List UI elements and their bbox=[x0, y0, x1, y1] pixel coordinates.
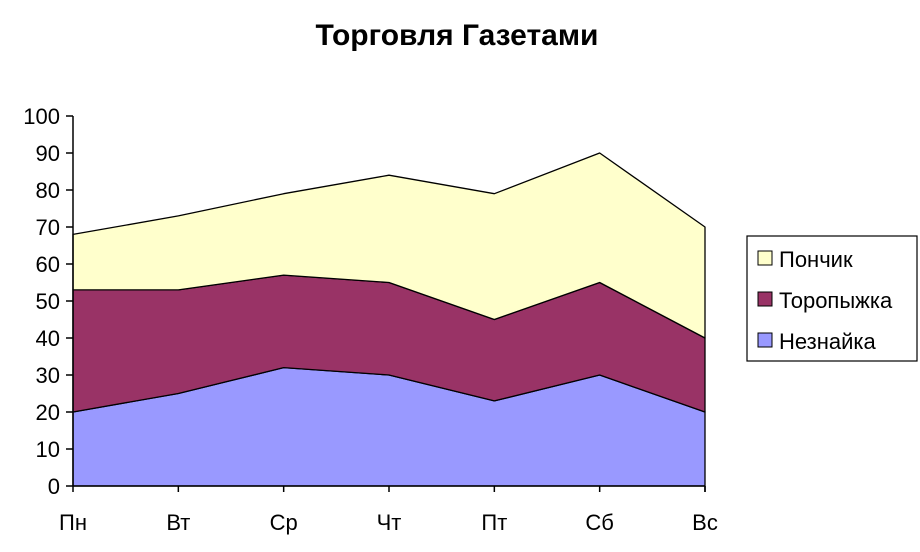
y-tick-label-90: 90 bbox=[36, 141, 60, 166]
y-tick-label-0: 0 bbox=[48, 474, 60, 499]
area-series-3 bbox=[72, 152, 706, 339]
y-tick-label-20: 20 bbox=[36, 400, 60, 425]
y-tick-label-100: 100 bbox=[23, 104, 60, 129]
legend-swatch-series-2 bbox=[757, 291, 773, 307]
legend-label-series-1: Незнайка bbox=[779, 329, 877, 354]
x-tick-label-1: Пн bbox=[59, 510, 87, 535]
y-tick-label-40: 40 bbox=[36, 326, 60, 351]
legend-box bbox=[746, 235, 918, 362]
legend-swatch-series-3 bbox=[757, 250, 773, 266]
legend-label-series-3: Пончик bbox=[779, 247, 853, 272]
y-tick-label-70: 70 bbox=[36, 215, 60, 240]
y-tick-label-30: 30 bbox=[36, 363, 60, 388]
x-tick-label-2: Вт bbox=[166, 510, 190, 535]
y-tick-label-10: 10 bbox=[36, 437, 60, 462]
legend-swatch-series-1 bbox=[757, 332, 773, 348]
legend: Пончик Торопыжка Незнайка bbox=[746, 235, 918, 362]
y-tick-label-60: 60 bbox=[36, 252, 60, 277]
chart-title: Торговля Газетами bbox=[316, 19, 599, 52]
areas-layer bbox=[72, 152, 706, 487]
x-tick-label-4: Чт bbox=[377, 510, 402, 535]
x-tick-label-6: Сб bbox=[585, 510, 614, 535]
x-tick-label-5: Пт bbox=[481, 510, 507, 535]
legend-label-series-2: Торопыжка bbox=[779, 288, 893, 313]
axes-layer: 0 10 20 30 40 50 60 70 80 90 100 Пн Вт Ср Чт Пт Сб Вс bbox=[23, 104, 718, 535]
y-tick-label-50: 50 bbox=[36, 289, 60, 314]
y-tick-label-80: 80 bbox=[36, 178, 60, 203]
x-tick-label-7: Вс bbox=[692, 510, 718, 535]
x-tick-label-3: Ср bbox=[270, 510, 298, 535]
